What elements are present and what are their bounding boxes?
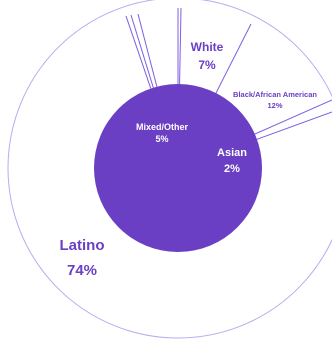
slice-value-latino: 74% (67, 262, 97, 279)
slice-label-latino: Latino (60, 237, 105, 254)
slice-label-mixed-other: Mixed/Other (136, 122, 189, 132)
center-disc (94, 84, 262, 252)
slice-value-asian: 2% (224, 163, 240, 175)
slice-label-white: White (191, 40, 224, 54)
slice-label-asian: Asian (217, 147, 247, 159)
slice-label-black-african-american: Black/African American (233, 90, 317, 99)
slice-value-white: 7% (198, 58, 216, 72)
slice-value-mixed-other: 5% (155, 134, 168, 144)
slice-value-black-african-american: 12% (267, 101, 282, 110)
